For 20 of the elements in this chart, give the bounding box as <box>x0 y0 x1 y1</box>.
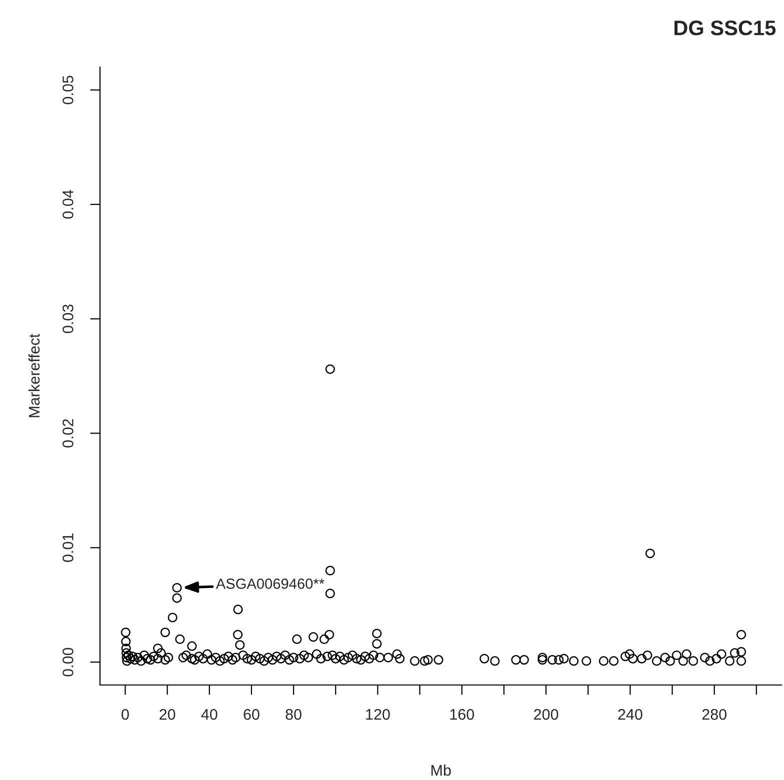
x-tick-label: 40 <box>201 709 218 720</box>
x-tick-label: 20 <box>160 709 176 720</box>
x-tick-label: 200 <box>534 709 558 720</box>
x-tick-label: 60 <box>244 709 260 720</box>
y-tick-label: 0.03 <box>62 304 74 334</box>
y-tick-label: 0.00 <box>62 648 74 676</box>
y-tick-label: 0.04 <box>62 190 74 219</box>
x-tick-label: 280 <box>702 709 726 720</box>
x-tick-label: 120 <box>366 709 390 720</box>
y-tick-label: 0.05 <box>62 76 74 104</box>
x-tick-label: 240 <box>618 709 642 720</box>
x-tick-label: 80 <box>286 709 302 720</box>
x-tick-label: 160 <box>450 709 474 720</box>
annotation: ASGA0069460** <box>216 578 324 589</box>
chart-title: DG SSC15 <box>674 20 776 36</box>
y-axis-title: Markereffect <box>28 334 40 418</box>
y-tick-label: 0.02 <box>62 419 74 448</box>
x-axis-title: Mb <box>431 764 451 776</box>
y-tick-label: 0.01 <box>62 534 74 562</box>
x-tick-label: 0 <box>122 709 129 720</box>
